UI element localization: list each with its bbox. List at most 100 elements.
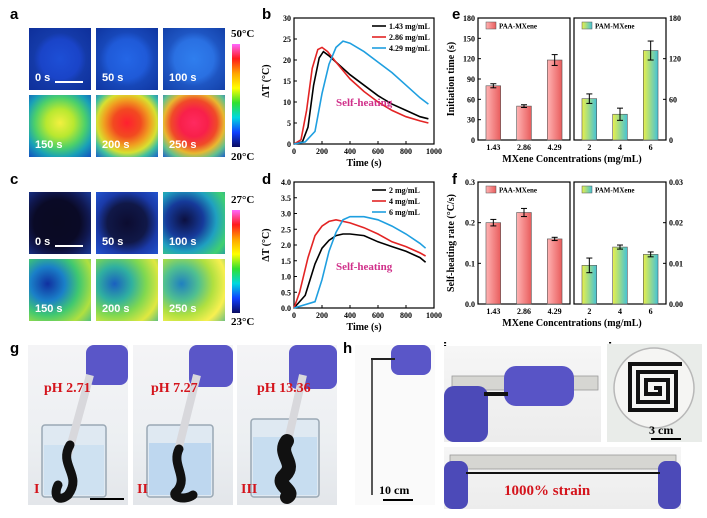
beaker-illustration bbox=[41, 345, 128, 503]
bar bbox=[612, 246, 628, 305]
time-label: 150 s bbox=[35, 139, 63, 151]
y-tick-label: 180 bbox=[463, 14, 475, 23]
y-tick-label: 5 bbox=[287, 119, 291, 128]
x-tick-label: 6 bbox=[649, 307, 653, 316]
y-tick-label-right: 0.02 bbox=[669, 219, 683, 228]
panel-label-b: b bbox=[262, 6, 272, 23]
legend-label: PAA-MXene bbox=[499, 187, 537, 195]
y-tick-label: 0.1 bbox=[465, 259, 475, 268]
hydrogel-strand bbox=[51, 440, 78, 503]
y-tick-label-right: 0.03 bbox=[669, 178, 683, 187]
y-tick-label: 3.5 bbox=[281, 194, 291, 203]
time-label: 200 s bbox=[102, 303, 130, 315]
thermal-image-c-50s: 50 s bbox=[96, 192, 158, 254]
x-tick-label: 200 bbox=[316, 147, 328, 156]
bar bbox=[516, 212, 532, 305]
y-tick-label-right: 120 bbox=[669, 55, 681, 64]
glove-left bbox=[444, 461, 468, 509]
x-tick-label: 6 bbox=[649, 143, 653, 152]
y-tick-label: 150 bbox=[463, 34, 475, 43]
colorbar-a bbox=[232, 44, 240, 147]
x-tick-label: 4.29 bbox=[548, 143, 562, 152]
y-tick-label: 2.0 bbox=[281, 241, 291, 250]
glove-right bbox=[504, 366, 574, 406]
thermal-image-a-0s: 0 s bbox=[29, 28, 91, 90]
panel-label-f: f bbox=[452, 171, 457, 188]
x-tick-label: 1000 bbox=[426, 147, 442, 156]
bar bbox=[643, 254, 659, 305]
stretch-illustration bbox=[444, 454, 681, 509]
x-tick-label: 4 bbox=[618, 143, 622, 152]
legend-label: 4 mg/mL bbox=[389, 197, 420, 206]
legend-label: 2.86 mg/mL bbox=[389, 33, 430, 42]
photo-unstretched bbox=[444, 346, 601, 442]
scale-bar bbox=[651, 438, 681, 440]
thermal-image-a-200s: 200 s bbox=[96, 95, 158, 157]
sample-label: III bbox=[241, 482, 258, 497]
glove-right bbox=[658, 461, 681, 509]
bar bbox=[485, 85, 501, 141]
legend-swatch bbox=[581, 21, 593, 30]
time-label: 100 s bbox=[169, 72, 197, 84]
x-tick-label: 4.29 bbox=[548, 307, 562, 316]
photo-stretched: 1000% strain bbox=[444, 447, 681, 509]
y-tick-label: 120 bbox=[463, 55, 475, 64]
scale-bar bbox=[55, 245, 83, 247]
y-axis-label: ΔT (°C) bbox=[261, 228, 272, 261]
time-label: 150 s bbox=[35, 303, 63, 315]
chart-d: 0 200 400 600 800 1000 0.0 0.5 1.0 1.5 2.0 2.5 3.0 3.… bbox=[261, 178, 442, 333]
x-tick-label: 0 bbox=[292, 311, 296, 320]
colorbar-a-min: 20°C bbox=[231, 151, 255, 163]
series-line-0 bbox=[293, 233, 427, 309]
bar bbox=[516, 105, 532, 141]
hydrogel-strand bbox=[170, 444, 198, 503]
panel-label-g: g bbox=[10, 340, 20, 357]
colorbar-c bbox=[232, 210, 240, 313]
time-label: 0 s bbox=[35, 72, 51, 84]
y-tick-label: 1.5 bbox=[281, 257, 291, 266]
thermal-image-a-150s: 150 s bbox=[29, 95, 91, 157]
thermal-image-c-150s: 150 s bbox=[29, 259, 91, 321]
x-tick-label: 2.86 bbox=[517, 307, 531, 316]
y-tick-label: 30 bbox=[283, 14, 291, 23]
y-tick-label: 15 bbox=[283, 77, 291, 86]
series-line-2 bbox=[293, 40, 429, 145]
scale-label: 10 cm bbox=[379, 483, 410, 497]
chart-f: 1.43 2.86 4.29 0.0 0.1 0.2 0.3 PAA-MXene 2 4 6 0.00… bbox=[446, 178, 683, 329]
panel-label-c: c bbox=[10, 171, 19, 188]
y-tick-label: 90 bbox=[467, 75, 475, 84]
glove-hand bbox=[86, 345, 128, 385]
colorbar-c-max: 27°C bbox=[231, 194, 255, 206]
y-tick-label-right: 0 bbox=[669, 136, 673, 145]
colorbar-c-min: 23°C bbox=[231, 316, 255, 328]
y-tick-label: 2.5 bbox=[281, 225, 291, 234]
legend-swatch bbox=[581, 185, 593, 194]
y-tick-label-right: 180 bbox=[669, 14, 681, 23]
panel-label-h: h bbox=[343, 340, 353, 357]
thermal-image-a-100s: 100 s bbox=[163, 28, 225, 90]
x-tick-label: 1.43 bbox=[486, 143, 500, 152]
scale-label: 3 cm bbox=[649, 423, 674, 437]
y-tick-label: 30 bbox=[467, 116, 475, 125]
y-tick-label: 0.2 bbox=[465, 219, 475, 228]
legend-label: 4.29 mg/mL bbox=[389, 44, 430, 53]
y-axis-label: Self-heating rate (°C/s) bbox=[446, 194, 457, 292]
x-tick-label: 1.43 bbox=[486, 307, 500, 316]
x-tick-label: 2 bbox=[587, 307, 591, 316]
x-tick-label: 600 bbox=[372, 147, 384, 156]
panel-label-a: a bbox=[10, 6, 19, 23]
sample-label: II bbox=[137, 482, 148, 497]
legend-label: 6 mg/mL bbox=[389, 208, 420, 217]
ph-label: pH 7.27 bbox=[151, 381, 198, 396]
ph-label: pH 2.71 bbox=[44, 381, 91, 396]
y-tick-label: 0 bbox=[471, 136, 475, 145]
hydrogel-spiral bbox=[628, 362, 682, 412]
time-label: 50 s bbox=[102, 236, 124, 248]
thermal-image-c-250s: 250 s bbox=[163, 259, 225, 321]
beaker-illustration bbox=[146, 345, 233, 503]
y-tick-label-right: 0.00 bbox=[669, 300, 683, 309]
photo-beaker-ph-13-36: pH 13.36 III bbox=[237, 345, 337, 505]
time-label: 0 s bbox=[35, 236, 51, 248]
y-tick-label: 10 bbox=[283, 98, 291, 107]
